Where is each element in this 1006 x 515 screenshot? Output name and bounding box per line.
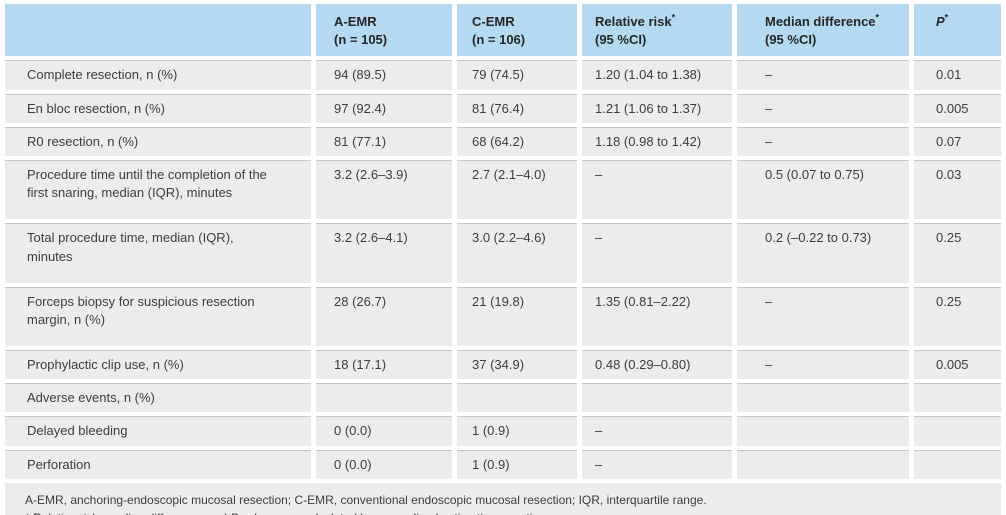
footnote-abbreviations: A-EMR, anchoring-endoscopic mucosal rese… [25, 492, 707, 507]
cell-a-emr-value: 18 (17.1) [316, 350, 452, 380]
cell-a-emr-value: 81 (77.1) [316, 126, 452, 156]
cell-c-emr-value: 1 (0.9) [457, 416, 577, 446]
table-row: R0 resection, n (%) 81 (77.1) 68 (64.2) … [5, 126, 1001, 156]
cell-relative-risk-value: 1.35 (0.81–2.22) [582, 286, 732, 347]
cell-p-value: 0.25 [914, 223, 1001, 283]
cell-outcome-label: R0 resection, n (%) [5, 126, 311, 156]
col-title: A-EMR [334, 14, 377, 29]
footnote-statistics: * Relative risk, median difference, and … [25, 509, 981, 515]
cell-c-emr-value: 1 (0.9) [457, 449, 577, 479]
col-title: Median difference [765, 14, 876, 29]
cell-p-value: 0.005 [914, 350, 1001, 380]
cell-median-difference-value [737, 383, 909, 413]
cell-outcome-label: Perforation [5, 449, 311, 479]
col-header-p-value: P* [914, 4, 1001, 57]
table-row: Forceps biopsy for suspicious resection … [5, 286, 1001, 347]
cell-a-emr-value: 0 (0.0) [316, 416, 452, 446]
col-header-relative-risk: Relative risk* (95 %CI) [582, 4, 732, 57]
cell-c-emr-value: 3.0 (2.2–4.6) [457, 223, 577, 283]
table-row: Complete resection, n (%) 94 (89.5) 79 (… [5, 60, 1001, 90]
cell-outcome-label: Delayed bleeding [5, 416, 311, 446]
cell-a-emr-value [316, 383, 452, 413]
cell-a-emr-value: 3.2 (2.6–4.1) [316, 223, 452, 283]
cell-median-difference-value: – [737, 126, 909, 156]
cell-c-emr-value [457, 383, 577, 413]
cell-c-emr-value: 79 (74.5) [457, 60, 577, 90]
cell-p-value: 0.005 [914, 93, 1001, 123]
col-subtitle: (n = 105) [334, 32, 388, 48]
cell-relative-risk-value: – [582, 159, 732, 220]
cell-median-difference-value: 0.5 (0.07 to 0.75) [737, 159, 909, 220]
cell-outcome-label: Prophylactic clip use, n (%) [5, 350, 311, 380]
cell-a-emr-value: 97 (92.4) [316, 93, 452, 123]
table-row: En bloc resection, n (%) 97 (92.4) 81 (7… [5, 93, 1001, 123]
cell-p-value: 0.01 [914, 60, 1001, 90]
cell-p-value: 0.03 [914, 159, 1001, 220]
cell-median-difference-value [737, 416, 909, 446]
table-row: Prophylactic clip use, n (%) 18 (17.1) 3… [5, 350, 1001, 380]
cell-p-value [914, 416, 1001, 446]
col-header-outcome [5, 4, 311, 57]
cell-a-emr-value: 0 (0.0) [316, 449, 452, 479]
col-subtitle: (95 %CI) [765, 32, 817, 48]
cell-median-difference-value: – [737, 350, 909, 380]
cell-outcome-label: Adverse events, n (%) [5, 383, 311, 413]
cell-c-emr-value: 68 (64.2) [457, 126, 577, 156]
cell-c-emr-value: 2.7 (2.1–4.0) [457, 159, 577, 220]
cell-median-difference-value [737, 449, 909, 479]
cell-a-emr-value: 94 (89.5) [316, 60, 452, 90]
table-row: Adverse events, n (%) [5, 383, 1001, 413]
cell-c-emr-value: 37 (34.9) [457, 350, 577, 380]
table-row: Total procedure time, median (IQR), minu… [5, 223, 1001, 283]
cell-relative-risk-value: – [582, 223, 732, 283]
cell-median-difference-value: 0.2 (–0.22 to 0.73) [737, 223, 909, 283]
footnote-marker: * [875, 12, 880, 23]
cell-relative-risk-value [582, 383, 732, 413]
cell-c-emr-value: 21 (19.8) [457, 286, 577, 347]
cell-relative-risk-value: – [582, 416, 732, 446]
table-footnotes: A-EMR, anchoring-endoscopic mucosal rese… [5, 482, 1001, 515]
cell-outcome-label: Complete resection, n (%) [5, 60, 311, 90]
col-header-c-emr: C-EMR (n = 106) [457, 4, 577, 57]
cell-median-difference-value: – [737, 286, 909, 347]
cell-outcome-label: Procedure time until the completion of t… [5, 159, 311, 220]
cell-relative-risk-value: 0.48 (0.29–0.80) [582, 350, 732, 380]
cell-p-value: 0.25 [914, 286, 1001, 347]
table-row: Procedure time until the completion of t… [5, 159, 1001, 220]
cell-c-emr-value: 81 (76.4) [457, 93, 577, 123]
cell-relative-risk-value: 1.20 (1.04 to 1.38) [582, 60, 732, 90]
cell-p-value: 0.07 [914, 126, 1001, 156]
table-row: Perforation 0 (0.0) 1 (0.9) – [5, 449, 1001, 479]
cell-outcome-label: En bloc resection, n (%) [5, 93, 311, 123]
cell-median-difference-value: – [737, 60, 909, 90]
col-title: C-EMR [472, 14, 515, 29]
col-header-median-difference: Median difference* (95 %CI) [737, 4, 909, 57]
col-title: P [936, 14, 945, 29]
col-subtitle: (95 %CI) [595, 32, 647, 48]
table-row: Delayed bleeding 0 (0.0) 1 (0.9) – [5, 416, 1001, 446]
cell-p-value [914, 449, 1001, 479]
footnote-marker: * [671, 12, 676, 23]
footnotes-row: A-EMR, anchoring-endoscopic mucosal rese… [5, 482, 1001, 515]
cell-a-emr-value: 28 (26.7) [316, 286, 452, 347]
col-header-a-emr: A-EMR (n = 105) [316, 4, 452, 57]
footnote-marker: * [944, 12, 949, 23]
cell-a-emr-value: 3.2 (2.6–3.9) [316, 159, 452, 220]
cell-relative-risk-value: – [582, 449, 732, 479]
cell-outcome-label: Total procedure time, median (IQR), minu… [5, 223, 311, 283]
cell-relative-risk-value: 1.18 (0.98 to 1.42) [582, 126, 732, 156]
cell-relative-risk-value: 1.21 (1.06 to 1.37) [582, 93, 732, 123]
cell-outcome-label: Forceps biopsy for suspicious resection … [5, 286, 311, 347]
cell-p-value [914, 383, 1001, 413]
header-row: A-EMR (n = 105) C-EMR (n = 106) Relative… [5, 4, 1001, 57]
cell-median-difference-value: – [737, 93, 909, 123]
col-subtitle: (n = 106) [472, 32, 526, 48]
col-title: Relative risk [595, 14, 672, 29]
